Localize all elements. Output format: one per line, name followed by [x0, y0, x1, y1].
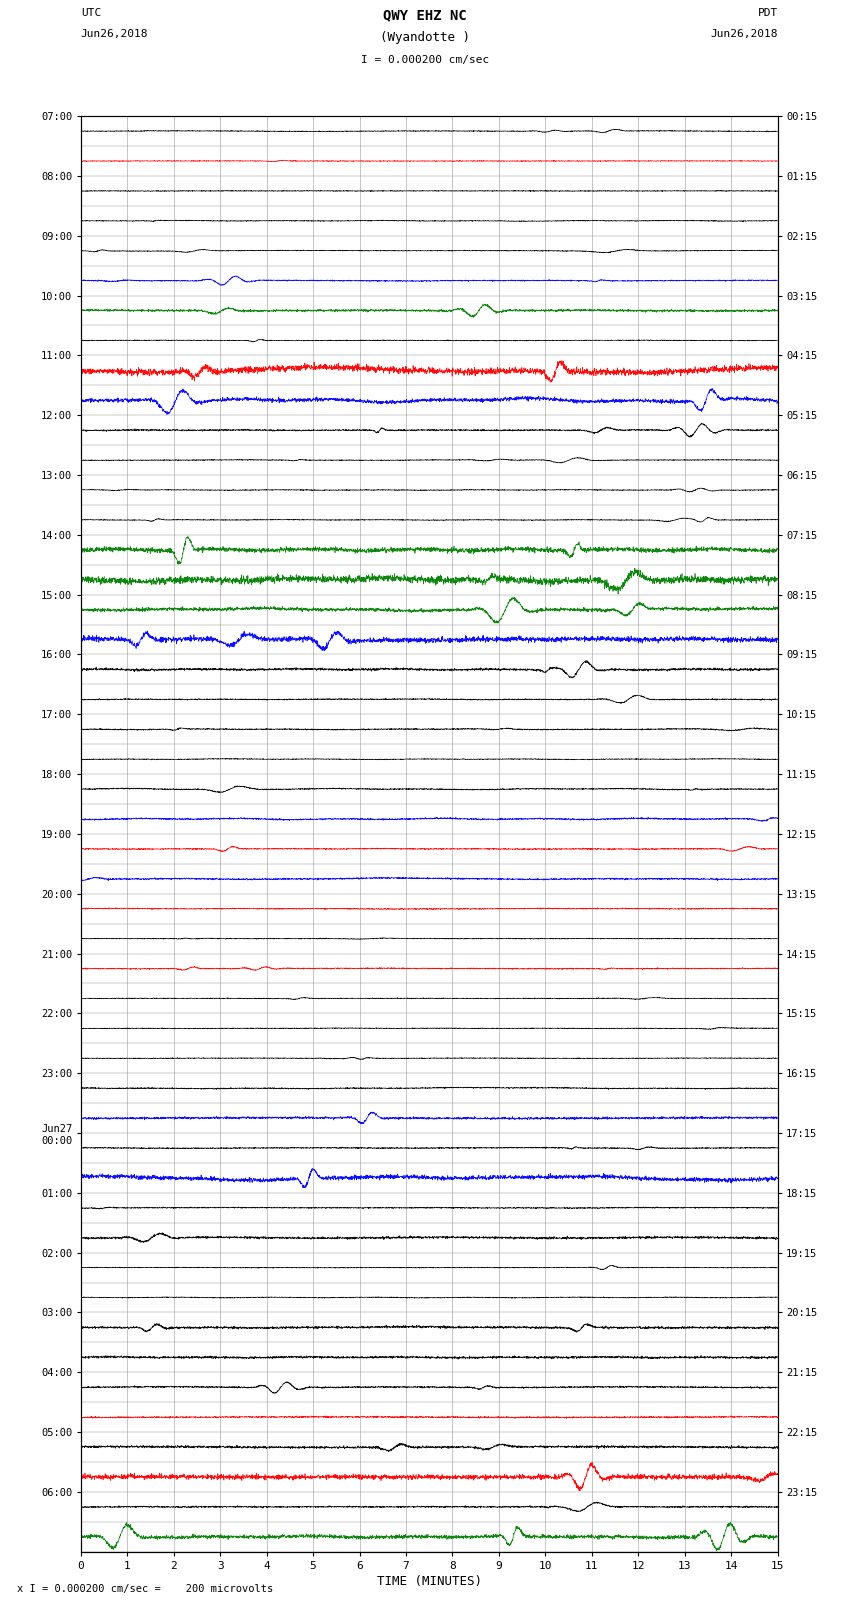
Text: I = 0.000200 cm/sec: I = 0.000200 cm/sec — [361, 55, 489, 65]
Text: Jun26,2018: Jun26,2018 — [81, 29, 148, 39]
Text: x I = 0.000200 cm/sec =    200 microvolts: x I = 0.000200 cm/sec = 200 microvolts — [17, 1584, 273, 1594]
X-axis label: TIME (MINUTES): TIME (MINUTES) — [377, 1574, 482, 1587]
Text: UTC: UTC — [81, 8, 101, 18]
Text: (Wyandotte ): (Wyandotte ) — [380, 31, 470, 44]
Text: QWY EHZ NC: QWY EHZ NC — [383, 8, 467, 23]
Text: Jun26,2018: Jun26,2018 — [711, 29, 778, 39]
Text: PDT: PDT — [757, 8, 778, 18]
